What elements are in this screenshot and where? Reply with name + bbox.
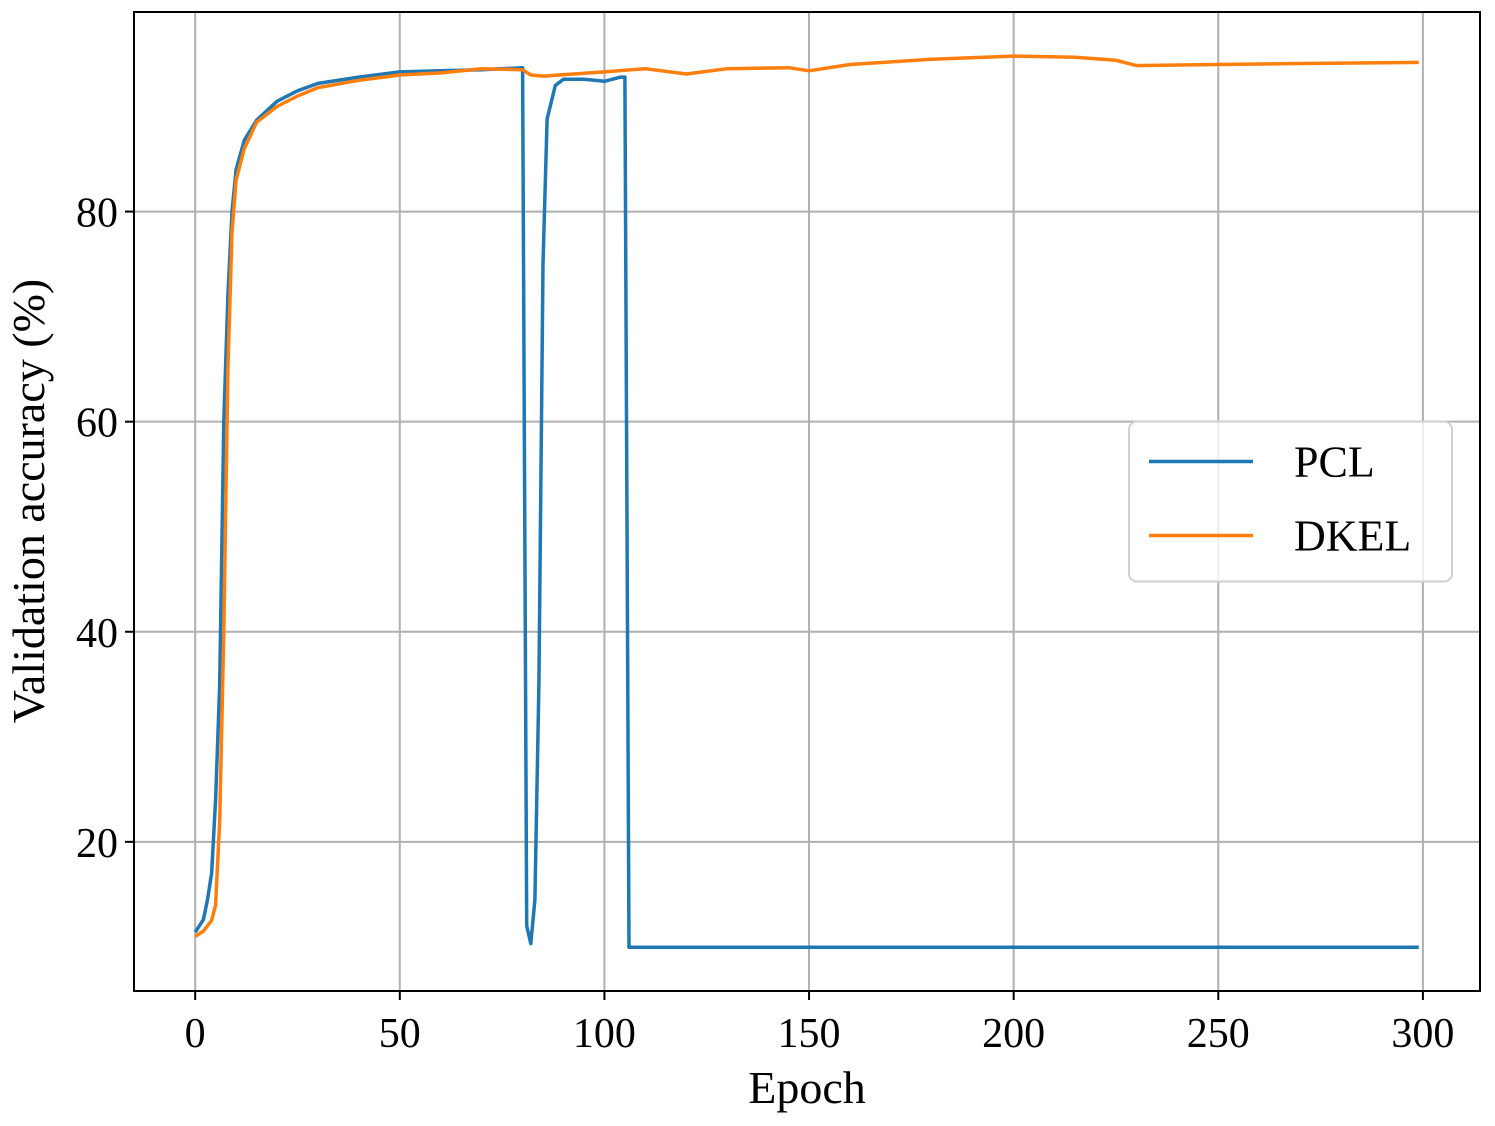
x-tick-label: 200 (982, 1011, 1045, 1057)
x-tick-label: 250 (1187, 1011, 1250, 1057)
x-tick-label: 50 (379, 1011, 421, 1057)
x-tick-label: 0 (185, 1011, 206, 1057)
x-tick-label: 150 (778, 1011, 841, 1057)
plot-frame (133, 11, 1481, 992)
x-tick-label: 100 (573, 1011, 636, 1057)
data-line (193, 65, 1419, 950)
y-tick-label: 80 (76, 191, 118, 237)
legend-label: DKEL (1294, 512, 1411, 561)
y-axis-label: Validation accuracy (%) (3, 279, 54, 723)
legend-label: PCL (1294, 438, 1375, 487)
x-tick-label: 300 (1391, 1011, 1454, 1057)
legend: PCL DKEL (1128, 420, 1453, 583)
y-tick-label: 40 (76, 611, 118, 657)
x-axis-label: Epoch (748, 1062, 866, 1113)
y-tick-label: 60 (76, 401, 118, 447)
y-tick-label: 20 (76, 821, 118, 867)
data-line (194, 54, 1419, 938)
